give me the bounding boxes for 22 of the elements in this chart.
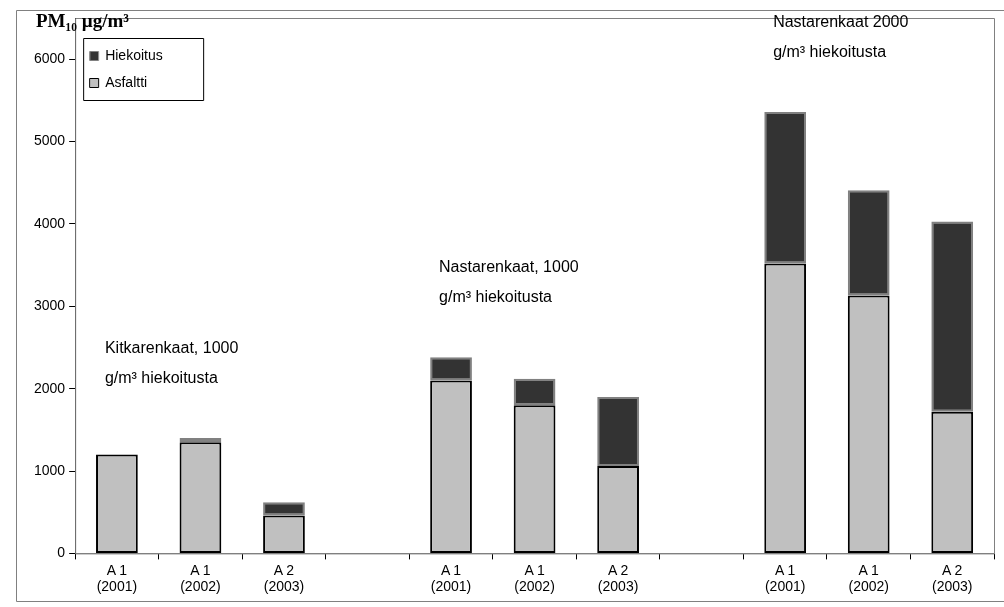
x-tick-label: A 1 (2001)	[430, 561, 472, 595]
x-tick-label: A 2 (2003)	[932, 561, 973, 595]
y-tick-label: 1000	[33, 461, 66, 478]
annotation: Nastarenkaat, 1000 g/m³ hiekoitusta	[439, 258, 579, 306]
y-tick-label: 5000	[33, 132, 66, 149]
x-tick-label: A 2 (2003)	[263, 561, 305, 595]
y-axis-title: PM₁₀ µg/m³	[36, 10, 130, 31]
x-tick-label: A 1 (2001)	[96, 561, 138, 595]
y-tick-label: 3000	[33, 297, 66, 314]
y-tick-label: 6000	[33, 50, 66, 67]
x-tick-label: A 2 (2003)	[597, 561, 639, 595]
x-tick-label: A 1 (2002)	[848, 561, 889, 595]
legend-label: Asfaltti	[105, 73, 148, 90]
annotation: Kitkarenkaat, 1000 g/m³ hiekoitusta	[104, 339, 239, 387]
x-tick-label: A 1 (2002)	[180, 561, 221, 595]
x-tick-label: A 1 (2002)	[514, 561, 555, 595]
legend-label: Hiekoitus	[105, 46, 163, 63]
y-tick-label: 2000	[33, 379, 66, 396]
x-tick-label: A 1 (2001)	[764, 561, 806, 595]
annotation: Nastarenkaat 2000 g/m³ hiekoitusta	[773, 12, 909, 60]
y-tick-label: 0	[57, 544, 66, 561]
y-tick-label: 4000	[33, 214, 66, 231]
